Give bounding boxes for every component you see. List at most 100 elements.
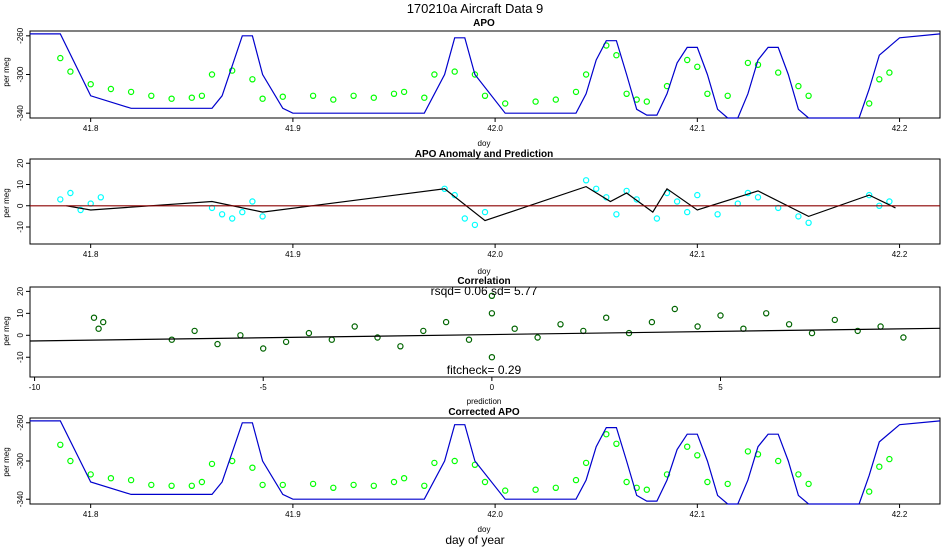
data-point: [214, 340, 221, 348]
data-point: [552, 96, 560, 103]
data-point: [188, 482, 195, 489]
data-point: [57, 441, 64, 448]
data-point: [886, 198, 893, 205]
data-point: [572, 476, 580, 484]
data-point: [754, 61, 762, 69]
data-point: [282, 338, 290, 346]
x-tick-label: 41.9: [285, 250, 301, 259]
data-point: [704, 90, 711, 98]
correlation-fitcheck-annotation: fitcheck= 0.29: [447, 363, 522, 377]
data-point: [191, 327, 198, 335]
data-point: [714, 211, 721, 218]
chart-anomaly-xlabel: doy: [478, 267, 491, 276]
data-point: [168, 95, 175, 102]
data-point: [866, 488, 873, 495]
data-point: [330, 484, 337, 491]
data-point: [694, 323, 701, 330]
y-tick-label: 20: [16, 158, 25, 167]
series-line: [30, 33, 941, 119]
data-point: [471, 71, 479, 78]
y-tick-label: -300: [16, 452, 25, 469]
data-point: [481, 92, 489, 100]
data-point: [99, 318, 107, 326]
data-point: [237, 332, 244, 339]
data-point: [582, 71, 590, 78]
data-point: [390, 478, 398, 486]
data-point: [613, 440, 620, 447]
data-point: [67, 189, 74, 197]
data-point: [744, 448, 752, 455]
x-tick-label: -5: [260, 383, 268, 392]
x-tick-label: 42.1: [690, 250, 706, 259]
chart-anomaly-plot-area: 41.8 41.9 42.0 42.1 42.2 20 10 0 -10: [16, 158, 941, 259]
data-point: [805, 92, 812, 100]
x-tick-label: 42.1: [690, 510, 706, 519]
data-point: [886, 455, 893, 463]
data-point: [309, 92, 317, 100]
data-point: [228, 67, 236, 74]
data-point: [90, 314, 98, 321]
data-point: [643, 98, 651, 105]
data-point: [400, 475, 408, 482]
data-point: [671, 305, 679, 313]
data-point: [653, 215, 661, 222]
chart-apo: APO 41.8 41.9 42.0 42.1 42.2 -260 -300 -340 per…: [2, 18, 941, 148]
data-point: [623, 90, 630, 98]
data-point: [168, 482, 175, 489]
data-point: [198, 92, 206, 100]
data-point: [623, 478, 630, 486]
data-point: [127, 88, 135, 96]
data-point: [87, 80, 94, 88]
chart-corrected-xlabel: doy: [478, 525, 491, 534]
data-point: [249, 198, 256, 205]
chart-correlation-xlabel: prediction: [467, 397, 502, 406]
x-tick-label: 42.2: [892, 510, 908, 519]
data-point: [305, 329, 313, 337]
data-point: [488, 310, 496, 317]
data-point: [350, 92, 357, 100]
data-point: [420, 327, 427, 335]
data-point: [279, 481, 286, 489]
x-tick-label: 41.8: [83, 124, 99, 133]
y-tick-label: -10: [16, 221, 25, 233]
chart-anomaly-ylabel: per meg: [2, 188, 11, 217]
x-tick-label: 5: [718, 383, 723, 392]
x-tick-label: 41.8: [83, 510, 99, 519]
x-tick-label: 42.1: [690, 124, 706, 133]
data-point: [557, 321, 564, 328]
data-point: [351, 323, 358, 330]
data-point: [876, 463, 883, 470]
data-point: [724, 92, 731, 100]
data-point: [866, 100, 873, 107]
data-point: [724, 480, 731, 488]
data-point: [603, 431, 610, 438]
data-point: [763, 310, 770, 317]
data-point: [239, 208, 246, 216]
chart-anomaly: APO Anomaly and Prediction 41.8 41.9 42.0 4…: [2, 149, 941, 276]
data-point: [488, 354, 496, 361]
data-point: [684, 208, 691, 216]
x-tick-label: 42.0: [487, 250, 503, 259]
data-point: [471, 221, 479, 229]
data-point: [775, 457, 782, 465]
data-point: [613, 211, 620, 218]
chart-apo-xlabel: doy: [478, 139, 491, 148]
plot-frame: [29, 417, 941, 505]
y-tick-label: 0: [16, 333, 25, 338]
data-point: [603, 314, 610, 321]
data-point: [886, 69, 893, 76]
chart-corrected-plot-area: 41.8 41.9 42.0 42.1 42.2 -260 -300 -340: [16, 414, 941, 519]
data-point: [370, 482, 377, 489]
x-tick-label: 41.9: [285, 510, 301, 519]
data-point: [77, 206, 84, 214]
data-point: [328, 336, 335, 343]
data-point: [572, 88, 580, 96]
data-point: [57, 196, 64, 203]
data-point: [694, 63, 701, 71]
data-point: [431, 71, 438, 78]
data-point: [534, 334, 541, 341]
data-point: [481, 208, 489, 216]
y-tick-label: -340: [16, 105, 25, 122]
data-point: [633, 196, 640, 203]
